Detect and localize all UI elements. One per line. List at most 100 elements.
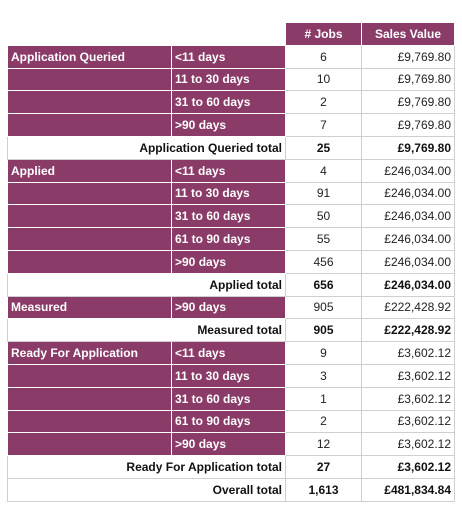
category-cell xyxy=(7,227,172,251)
subtotal-value-cell: £246,034.00 xyxy=(361,272,455,297)
category-label[interactable]: Applied xyxy=(7,158,172,183)
sales-value-cell: £9,769.80 xyxy=(361,44,455,69)
subtotal-value-cell: £222,428.92 xyxy=(361,318,455,343)
sales-value-cell: £3,602.12 xyxy=(361,409,455,434)
age-band-label[interactable]: 11 to 30 days xyxy=(171,67,286,92)
category-cell xyxy=(7,181,172,206)
age-band-label[interactable]: 61 to 90 days xyxy=(171,227,286,251)
sales-value-cell: £246,034.00 xyxy=(361,204,455,229)
subtotal-value-cell: £3,602.12 xyxy=(361,455,455,479)
jobs-count-cell: 9 xyxy=(285,341,362,365)
age-band-label[interactable]: >90 days xyxy=(171,432,286,457)
age-band-label[interactable]: <11 days xyxy=(171,158,286,183)
age-band-label[interactable]: >90 days xyxy=(171,113,286,137)
category-cell xyxy=(7,204,172,229)
sales-value-cell: £246,034.00 xyxy=(361,249,455,274)
pivot-body: Application Queried <11 days 6 £9,769.80 11 … xyxy=(7,44,455,502)
table-row: 31 to 60 days 2 £9,769.80 xyxy=(7,90,455,115)
jobs-count-cell: 2 xyxy=(285,409,362,434)
category-cell xyxy=(7,249,172,274)
age-band-label[interactable]: 11 to 30 days xyxy=(171,363,286,388)
overall-total-value-cell: £481,834.84 xyxy=(361,477,455,502)
category-label[interactable]: Ready For Application xyxy=(7,341,172,365)
age-band-label[interactable]: 31 to 60 days xyxy=(171,204,286,229)
sales-value-cell: £9,769.80 xyxy=(361,90,455,115)
sales-value-column-header[interactable]: Sales Value xyxy=(361,22,455,46)
table-row: >90 days 456 £246,034.00 xyxy=(7,249,455,274)
category-cell xyxy=(7,90,172,115)
subtotal-jobs-cell: 656 xyxy=(285,272,362,297)
sales-value-cell: £3,602.12 xyxy=(361,341,455,365)
sales-value-cell: £3,602.12 xyxy=(361,432,455,457)
table-row: 61 to 90 days 55 £246,034.00 xyxy=(7,227,455,251)
jobs-column-header[interactable]: # Jobs xyxy=(285,22,362,46)
subtotal-row: Ready For Application total 27 £3,602.12 xyxy=(7,455,455,479)
table-row: Measured >90 days 905 £222,428.92 xyxy=(7,295,455,320)
sales-value-cell: £9,769.80 xyxy=(361,113,455,137)
sales-value-cell: £246,034.00 xyxy=(361,181,455,206)
age-band-label[interactable]: 31 to 60 days xyxy=(171,90,286,115)
table-row: >90 days 12 £3,602.12 xyxy=(7,432,455,457)
category-cell xyxy=(7,386,172,411)
overall-total-row: Overall total 1,613 £481,834.84 xyxy=(7,477,455,502)
jobs-count-cell: 4 xyxy=(285,158,362,183)
category-cell xyxy=(7,432,172,457)
sales-value-cell: £246,034.00 xyxy=(361,227,455,251)
table-row: >90 days 7 £9,769.80 xyxy=(7,113,455,137)
subtotal-row: Applied total 656 £246,034.00 xyxy=(7,272,455,297)
subtotal-label: Applied total xyxy=(7,272,286,297)
sales-value-cell: £3,602.12 xyxy=(361,363,455,388)
jobs-count-cell: 55 xyxy=(285,227,362,251)
sales-value-cell: £246,034.00 xyxy=(361,158,455,183)
table-row: 11 to 30 days 10 £9,769.80 xyxy=(7,67,455,92)
subtotal-row: Measured total 905 £222,428.92 xyxy=(7,318,455,343)
table-row: Applied <11 days 4 £246,034.00 xyxy=(7,158,455,183)
age-band-label[interactable]: <11 days xyxy=(171,44,286,69)
age-band-label[interactable]: 61 to 90 days xyxy=(171,409,286,434)
sales-value-cell: £222,428.92 xyxy=(361,295,455,320)
table-row: Ready For Application <11 days 9 £3,602.12 xyxy=(7,341,455,365)
jobs-count-cell: 2 xyxy=(285,90,362,115)
age-band-label[interactable]: >90 days xyxy=(171,295,286,320)
table-row: 11 to 30 days 3 £3,602.12 xyxy=(7,363,455,388)
header-spacer xyxy=(7,22,286,46)
category-label[interactable]: Application Queried xyxy=(7,44,172,69)
table-row: 31 to 60 days 1 £3,602.12 xyxy=(7,386,455,411)
age-band-label[interactable]: <11 days xyxy=(171,341,286,365)
jobs-count-cell: 905 xyxy=(285,295,362,320)
jobs-count-cell: 10 xyxy=(285,67,362,92)
category-cell xyxy=(7,409,172,434)
jobs-count-cell: 12 xyxy=(285,432,362,457)
sales-value-cell: £3,602.12 xyxy=(361,386,455,411)
header-row: # Jobs Sales Value xyxy=(7,22,455,46)
jobs-count-cell: 7 xyxy=(285,113,362,137)
table-row: 11 to 30 days 91 £246,034.00 xyxy=(7,181,455,206)
subtotal-jobs-cell: 25 xyxy=(285,135,362,160)
table-row: 61 to 90 days 2 £3,602.12 xyxy=(7,409,455,434)
category-cell xyxy=(7,67,172,92)
jobs-count-cell: 6 xyxy=(285,44,362,69)
age-band-label[interactable]: 11 to 30 days xyxy=(171,181,286,206)
category-label[interactable]: Measured xyxy=(7,295,172,320)
subtotal-label: Measured total xyxy=(7,318,286,343)
jobs-count-cell: 3 xyxy=(285,363,362,388)
subtotal-label: Application Queried total xyxy=(7,135,286,160)
sales-value-cell: £9,769.80 xyxy=(361,67,455,92)
category-cell xyxy=(7,363,172,388)
jobs-count-cell: 50 xyxy=(285,204,362,229)
subtotal-jobs-cell: 905 xyxy=(285,318,362,343)
jobs-count-cell: 456 xyxy=(285,249,362,274)
jobs-count-cell: 1 xyxy=(285,386,362,411)
category-cell xyxy=(7,113,172,137)
overall-total-jobs-cell: 1,613 xyxy=(285,477,362,502)
subtotal-value-cell: £9,769.80 xyxy=(361,135,455,160)
jobs-count-cell: 91 xyxy=(285,181,362,206)
subtotal-jobs-cell: 27 xyxy=(285,455,362,479)
overall-total-label: Overall total xyxy=(7,477,286,502)
table-row: Application Queried <11 days 6 £9,769.80 xyxy=(7,44,455,69)
subtotal-row: Application Queried total 25 £9,769.80 xyxy=(7,135,455,160)
age-band-label[interactable]: 31 to 60 days xyxy=(171,386,286,411)
subtotal-label: Ready For Application total xyxy=(7,455,286,479)
age-band-label[interactable]: >90 days xyxy=(171,249,286,274)
jobs-pivot-table: # Jobs Sales Value Application Queried <1… xyxy=(7,22,455,502)
